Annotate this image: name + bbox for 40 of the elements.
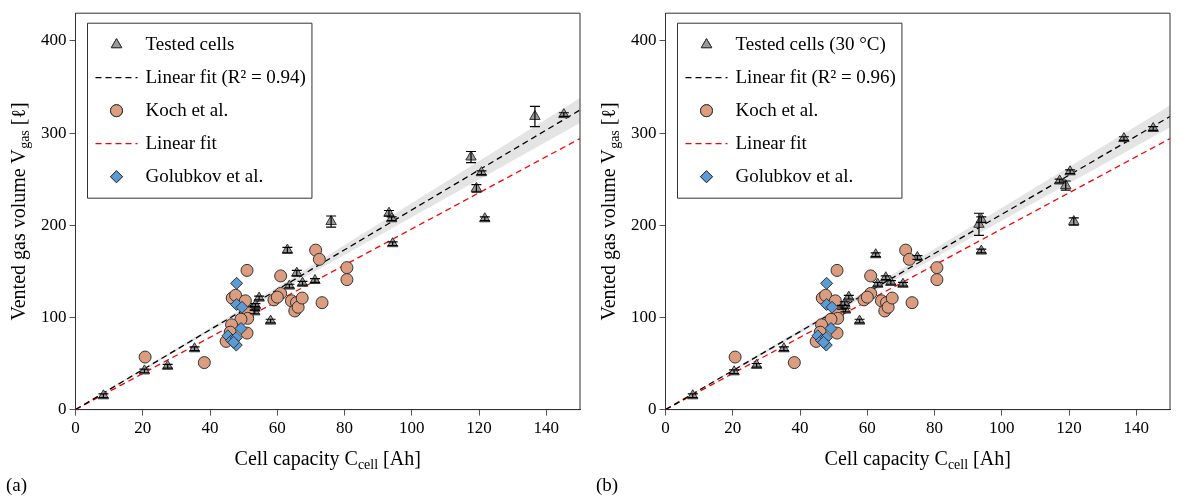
y-tick-label: 200: [631, 214, 657, 234]
x-tick-label: 60: [268, 418, 286, 438]
x-tick-label: 0: [71, 418, 80, 438]
x-tick-label: 40: [201, 418, 219, 438]
y-axis-title: Vented gas volume Vgas [ℓ]: [6, 102, 32, 321]
x-tick-label: 140: [1123, 418, 1150, 438]
y-axis-title: Vented gas volume Vgas [ℓ]: [596, 102, 622, 321]
y-tick-label: 100: [631, 306, 657, 326]
text: (b): [596, 473, 619, 496]
x-tick-label: 120: [1056, 418, 1082, 438]
legend-label: Golubkov et al.: [735, 164, 854, 186]
legend-label: Tested cells (30 °C): [735, 32, 886, 55]
legend-label: Linear fit: [145, 131, 218, 153]
y-tick-label: 300: [631, 122, 657, 142]
legend-label: Koch et al.: [735, 98, 819, 120]
x-tick-label: 0: [661, 418, 670, 438]
y-tick-label: 0: [648, 399, 657, 419]
x-tick-label: 140: [533, 418, 560, 438]
legend-label: Linear fit: [735, 131, 808, 153]
x-tick-label: 100: [399, 418, 425, 438]
legend-label: Golubkov et al.: [145, 164, 264, 186]
x-tick-label: 60: [858, 418, 876, 438]
legend-label: Tested cells: [145, 32, 235, 54]
x-tick-label: 120: [466, 418, 492, 438]
x-tick-label: 20: [134, 418, 152, 438]
x-tick-label: 80: [336, 418, 354, 438]
x-tick-label: 40: [791, 418, 809, 438]
y-tick-label: 200: [41, 214, 67, 234]
y-tick-label: 300: [41, 122, 67, 142]
legend-label: Koch et al.: [145, 98, 229, 120]
legend-label: Linear fit (R² = 0.96): [735, 65, 896, 88]
x-tick-label: 80: [926, 418, 944, 438]
legend-label: Linear fit (R² = 0.94): [145, 65, 306, 88]
y-tick-label: 100: [41, 306, 67, 326]
x-tick-label: 100: [989, 418, 1015, 438]
text: (a): [6, 473, 28, 496]
x-tick-label: 20: [724, 418, 742, 438]
y-tick-label: 0: [58, 399, 67, 419]
y-tick-label: 400: [631, 30, 657, 50]
y-tick-label: 400: [41, 30, 67, 50]
